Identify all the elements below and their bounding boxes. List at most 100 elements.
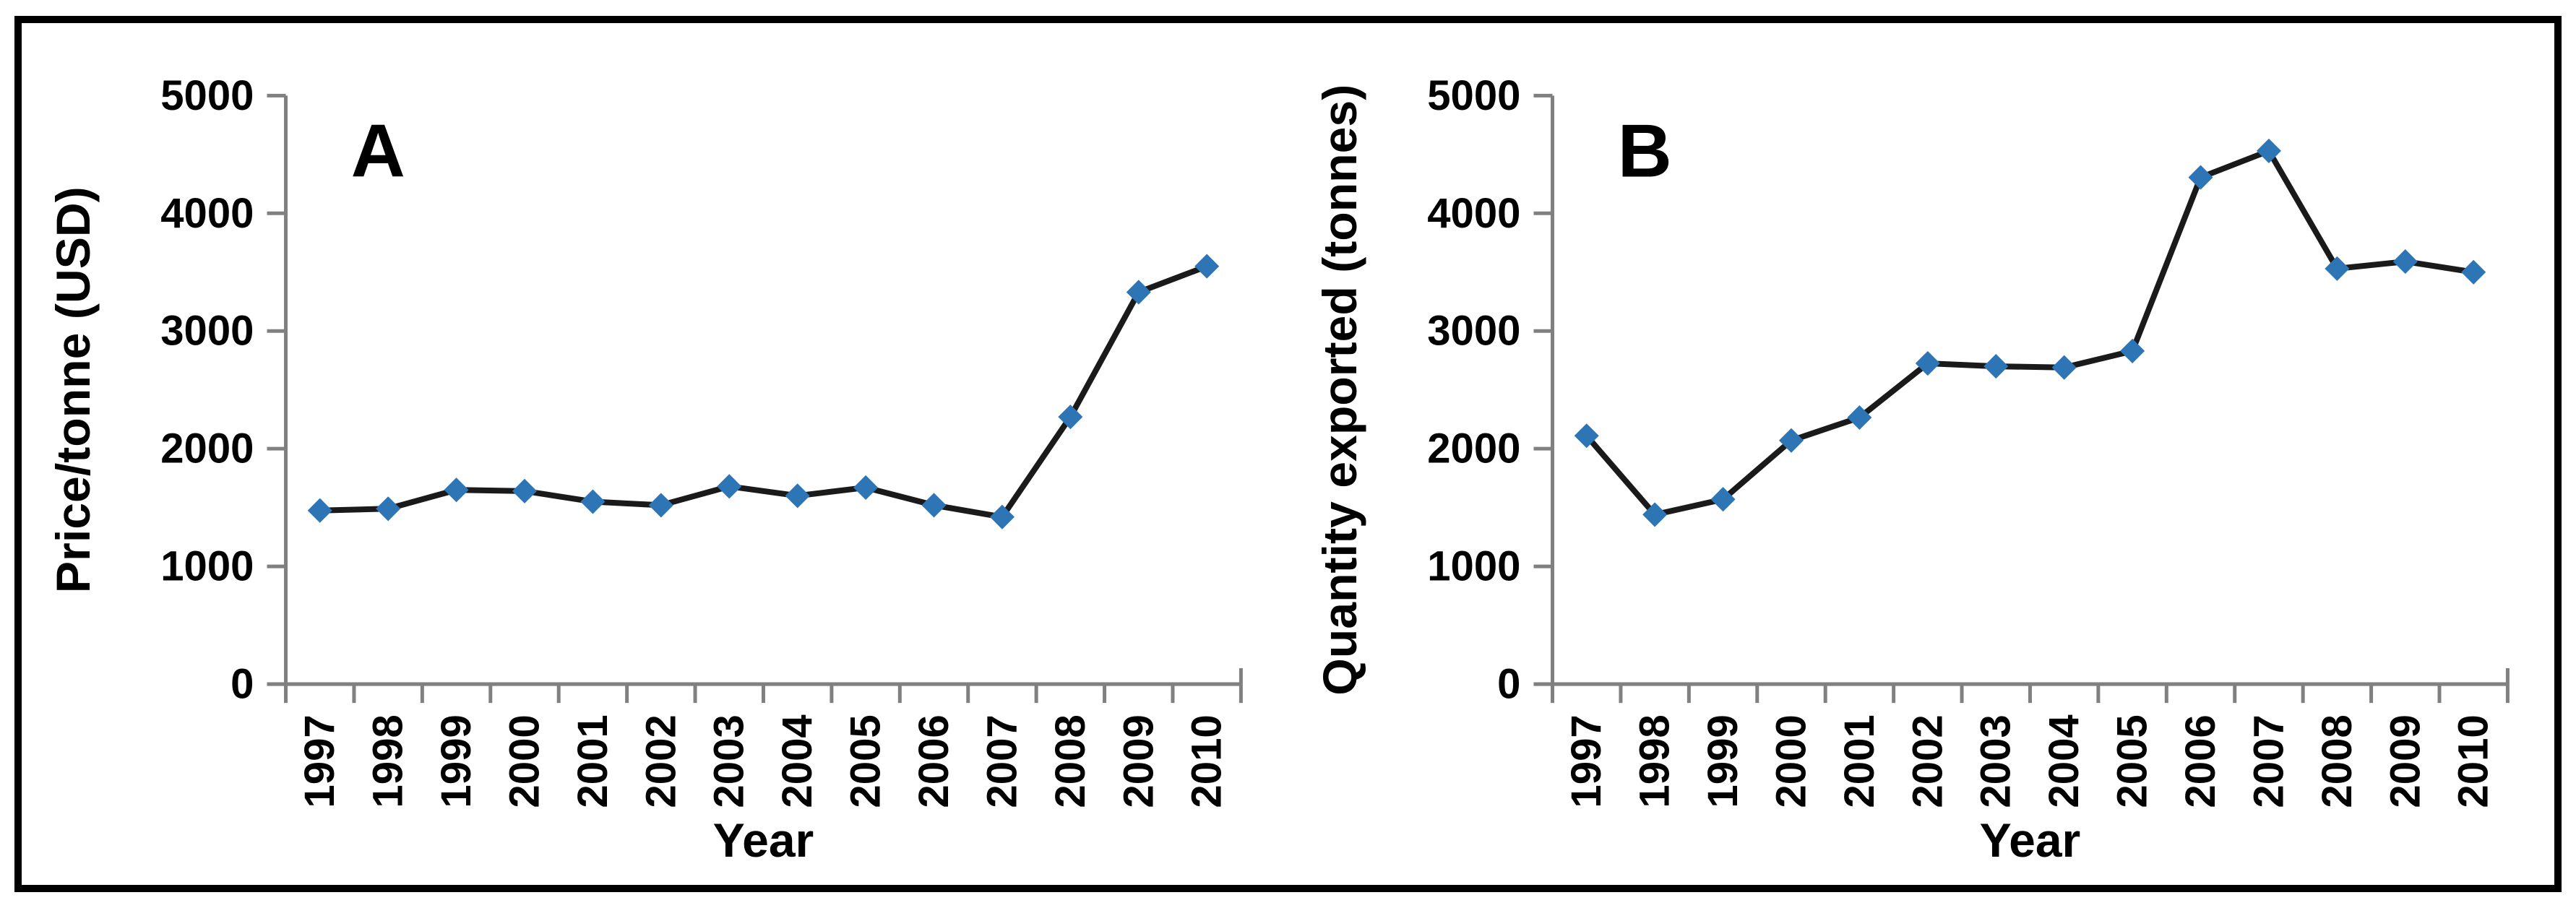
x-tick-label: 2002	[1904, 714, 1951, 808]
x-tick-label-group: 2007	[2245, 714, 2292, 808]
data-point-marker	[1126, 280, 1151, 305]
x-tick-label-group: 2010	[1184, 714, 1231, 808]
panel-label: A	[351, 110, 405, 194]
data-point-marker	[648, 493, 673, 518]
chart-panel-a: 0 1000 2000 3000 4000 5000 1997 1998 1999 2000 200…	[47, 72, 1243, 868]
series-line	[316, 263, 1210, 521]
data-point-marker	[2187, 165, 2213, 190]
x-axis-title: Year	[1979, 814, 2080, 868]
data-point-marker	[2324, 256, 2349, 281]
x-tick-label: 2009	[2382, 714, 2429, 808]
panel-label: B	[1617, 110, 1671, 194]
x-tick-label-group: 2002	[637, 714, 684, 808]
x-tick-label: 2001	[1835, 714, 1882, 808]
chart-panel-b: 0 1000 2000 3000 4000 5000 1997 1998 1999 2000 200…	[1314, 72, 2510, 868]
y-axis-title-group: Quantity exported (tonnes)	[1314, 85, 1367, 696]
x-tick-label-group: 2000	[501, 714, 548, 808]
data-point-marker	[376, 496, 401, 522]
data-point-marker	[307, 498, 332, 523]
x-tick-label-group: 2008	[2313, 714, 2360, 808]
data-point-marker	[785, 483, 810, 509]
x-tick-label: 2000	[1767, 714, 1814, 808]
x-tick-label: 1997	[296, 714, 343, 808]
y-axis-title: Price/tonne (USD)	[47, 186, 100, 593]
x-tick-label: 2010	[1184, 714, 1231, 808]
x-axis-title: Year	[713, 814, 814, 868]
data-point-marker	[1983, 354, 2008, 379]
x-tick-label-group: 2008	[1047, 714, 1094, 808]
x-tick-label: 2000	[501, 714, 548, 808]
y-tick-label: 0	[231, 661, 254, 708]
x-tick-label: 2002	[637, 714, 684, 808]
x-tick-label: 1997	[1563, 714, 1610, 808]
data-point-marker	[1846, 405, 1871, 431]
chart-panels-container: 0 1000 2000 3000 4000 5000 1997 1998 1999 2000 200…	[22, 23, 2554, 885]
y-tick-label: 2000	[160, 425, 254, 472]
x-tick-label-group: 2006	[2177, 714, 2224, 808]
x-tick-label-group: 2004	[774, 714, 821, 808]
data-point-marker	[1574, 423, 1599, 449]
data-point-marker	[1710, 487, 1736, 512]
x-tick-label-group: 2002	[1904, 714, 1951, 808]
x-tick-label-group: 2004	[2041, 714, 2088, 808]
x-tick-label-group: 2003	[706, 714, 753, 808]
x-tick-label-group: 1997	[1563, 714, 1610, 808]
data-point-marker	[1778, 428, 1804, 453]
data-point-marker	[580, 489, 606, 514]
x-tick-label: 2003	[706, 714, 753, 808]
y-tick-label: 2000	[1427, 425, 1520, 472]
data-point-marker	[2119, 338, 2145, 363]
x-tick-label-group: 2003	[1972, 714, 2019, 808]
y-tick-label: 3000	[1427, 308, 1520, 355]
x-tick-label: 2005	[843, 714, 889, 808]
x-tick-label: 1999	[433, 714, 480, 808]
x-tick-label: 2001	[569, 714, 616, 808]
y-tick-label: 0	[1497, 661, 1520, 708]
x-tick-label-group: 2010	[2450, 714, 2497, 808]
x-tick-label: 2010	[2450, 714, 2497, 808]
x-tick-label-group: 2005	[2108, 714, 2155, 808]
x-tick-label: 2004	[774, 714, 821, 808]
y-tick-label: 1000	[1427, 543, 1520, 590]
x-tick-label: 2008	[2313, 714, 2360, 808]
x-tick-label: 1999	[1700, 714, 1746, 808]
x-tick-label: 2007	[978, 714, 1025, 808]
data-point-marker	[989, 504, 1015, 529]
x-tick-label: 2006	[910, 714, 957, 808]
x-tick-label-group: 2001	[1835, 714, 1882, 808]
x-tick-label-group: 2006	[910, 714, 957, 808]
y-axis-title: Quantity exported (tonnes)	[1314, 85, 1367, 696]
data-point-marker	[853, 475, 879, 501]
y-axis-title-group: Price/tonne (USD)	[47, 186, 100, 593]
y-tick-label: 4000	[160, 190, 254, 237]
y-tick-label: 3000	[160, 308, 254, 355]
x-tick-label: 2005	[2108, 714, 2155, 808]
data-point-marker	[717, 474, 742, 499]
data-point-marker	[1194, 254, 1220, 279]
data-point-marker	[444, 477, 469, 503]
x-tick-label: 1998	[1631, 714, 1678, 808]
data-point-marker	[921, 493, 947, 518]
x-tick-label: 2006	[2177, 714, 2224, 808]
x-tick-label: 1998	[365, 714, 412, 808]
x-tick-label-group: 2009	[1115, 714, 1162, 808]
x-tick-label-group: 1997	[296, 714, 343, 808]
x-tick-label-group: 2000	[1767, 714, 1814, 808]
x-tick-label: 2008	[1047, 714, 1094, 808]
data-point-marker	[2460, 259, 2486, 285]
data-point-marker	[1915, 350, 1940, 376]
x-tick-label-group: 1998	[365, 714, 412, 808]
x-tick-label: 2004	[2041, 714, 2088, 808]
x-tick-label-group: 2001	[569, 714, 616, 808]
x-tick-label-group: 2009	[2382, 714, 2429, 808]
x-tick-label-group: 1998	[1631, 714, 1678, 808]
y-tick-label: 5000	[160, 72, 254, 119]
x-tick-label: 2007	[2245, 714, 2292, 808]
x-tick-label: 2009	[1115, 714, 1162, 808]
y-tick-label: 4000	[1427, 190, 1520, 237]
data-point-marker	[512, 478, 538, 503]
figure-frame: 0 1000 2000 3000 4000 5000 1997 1998 1999 2000 200…	[14, 16, 2562, 892]
x-tick-label-group: 2005	[843, 714, 889, 808]
data-point-marker	[2392, 249, 2418, 274]
